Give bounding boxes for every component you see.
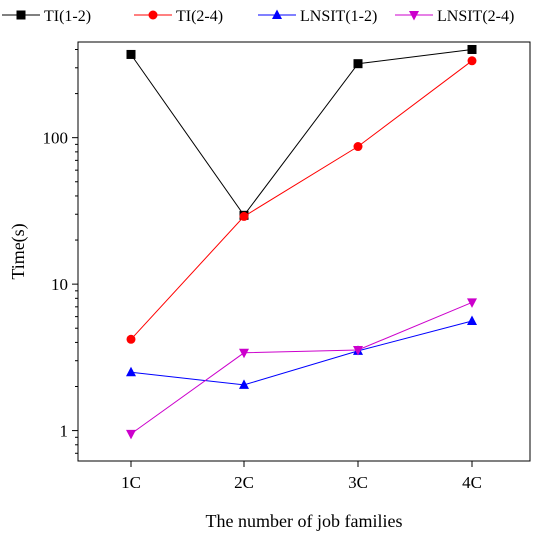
- legend-label: LNSIT(1-2): [300, 8, 377, 25]
- data-point: [126, 334, 136, 344]
- data-point: [467, 56, 477, 66]
- legend-label: TI(1-2): [44, 8, 91, 25]
- plot-frame: [77, 41, 531, 462]
- legend-label: LNSIT(2-4): [437, 8, 514, 25]
- legend-marker: [16, 10, 26, 20]
- data-point: [126, 366, 136, 377]
- series-line: [130, 320, 473, 386]
- series-TI(1-2): [126, 44, 477, 220]
- legend-marker: [272, 9, 282, 19]
- x-tick-label: 1C: [121, 473, 141, 492]
- y-tick-label: 100: [43, 129, 69, 148]
- y-tick-label: 1: [60, 422, 69, 441]
- series-line: [130, 60, 473, 340]
- data-point: [353, 59, 363, 69]
- x-tick-label: 4C: [462, 473, 482, 492]
- axes: 1C 2C 3C 4C 1 10 100: [43, 41, 531, 492]
- series-TI(2-4): [126, 56, 477, 344]
- series-group: [126, 44, 477, 440]
- legend-marker: [409, 11, 419, 21]
- data-point: [467, 44, 477, 54]
- series-LNSIT(2-4): [126, 298, 477, 440]
- legend-item: TI(1-2): [2, 8, 91, 25]
- data-point: [239, 379, 249, 389]
- data-point: [126, 429, 136, 440]
- legend-marker: [148, 10, 158, 20]
- legend-item: LNSIT(1-2): [258, 8, 377, 25]
- x-tick-label: 2C: [234, 473, 254, 492]
- data-point: [239, 348, 249, 359]
- legend: TI(1-2) TI(2-4) LNSIT(1-2) LNSIT(2-4): [2, 8, 514, 25]
- series-line: [130, 301, 473, 435]
- x-tick-label: 3C: [348, 473, 368, 492]
- legend-label: TI(2-4): [176, 8, 223, 25]
- x-axis-title: The number of job families: [206, 511, 403, 531]
- legend-item: LNSIT(2-4): [395, 8, 514, 25]
- series-line: [130, 49, 473, 217]
- data-point: [467, 315, 477, 326]
- data-point: [126, 49, 136, 59]
- y-axis-title: Time(s): [8, 223, 29, 279]
- data-point: [467, 298, 477, 308]
- data-point: [353, 346, 363, 356]
- data-point: [353, 142, 363, 152]
- y-tick-label: 10: [51, 275, 68, 294]
- data-point: [239, 211, 249, 221]
- legend-item: TI(2-4): [134, 8, 223, 25]
- series-LNSIT(1-2): [126, 315, 477, 389]
